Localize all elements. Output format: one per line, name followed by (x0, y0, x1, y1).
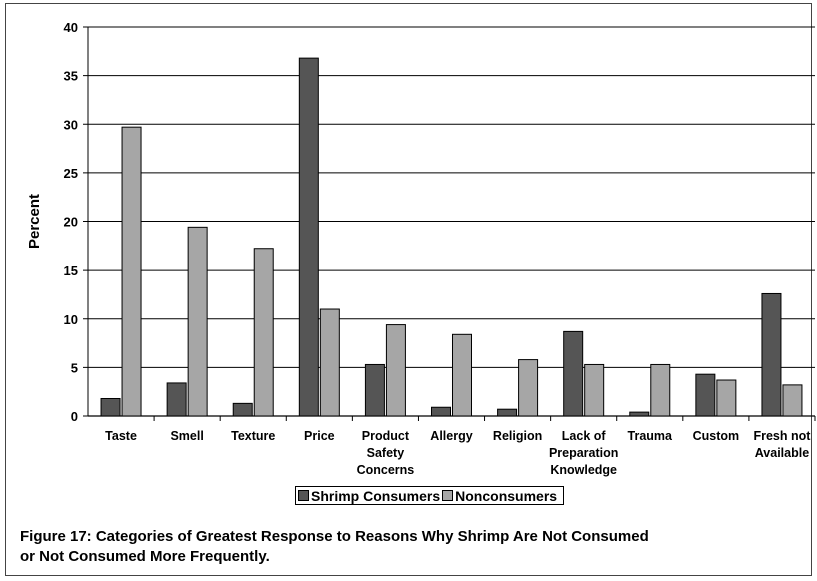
bar-shrimp-consumers-2 (232, 402, 253, 417)
legend-label-shrimp-consumers: Shrimp Consumers (311, 487, 441, 504)
bar-nonconsumers-5 (452, 333, 472, 417)
bar-nonconsumers-9 (716, 379, 737, 417)
x-tick-label-5: Allergy (430, 429, 472, 443)
x-tick-label-2: Texture (231, 429, 275, 443)
y-tick-label-10: 10 (64, 312, 78, 327)
x-tick-label-line: Smell (170, 429, 203, 443)
bar-nonconsumers-4 (385, 324, 406, 417)
bar-shrimp-consumers-6 (497, 408, 518, 417)
caption-line-2: or Not Consumed More Frequently. (20, 548, 270, 565)
bar-nonconsumers-7 (584, 363, 605, 417)
bar-shrimp-consumers-5 (431, 406, 451, 417)
x-tick-label-line: Knowledge (550, 463, 617, 477)
x-tick-label-line: Taste (105, 429, 137, 443)
y-tick-label-15: 15 (64, 263, 78, 278)
x-tick-label-line: Concerns (357, 463, 415, 477)
x-tick-label-line: Custom (693, 429, 740, 443)
y-axis-title: Percent (26, 194, 43, 249)
y-tick-label-5: 5 (71, 360, 78, 375)
y-tick-label-40: 40 (64, 20, 78, 35)
y-tick-label-20: 20 (64, 215, 78, 230)
bar-chart: 0 5 10 15 20 25 30 35 40 Percent Taste Smell Texture… (26, 20, 816, 477)
x-tick-label-line: Fresh not (753, 429, 811, 443)
x-tick-label-1: Smell (170, 429, 203, 443)
y-tick-label-0: 0 (71, 409, 78, 424)
bar-nonconsumers-0 (121, 126, 142, 417)
legend-swatch-nonconsumers (442, 490, 454, 501)
bar-nonconsumers-2 (253, 248, 274, 417)
x-tick-label-9: Custom (693, 429, 740, 443)
y-tick-label-30: 30 (64, 117, 78, 132)
y-tick-label-35: 35 (64, 69, 78, 84)
bar-shrimp-consumers-8 (629, 411, 650, 417)
x-tick-label-10: Fresh not Available (753, 429, 811, 460)
x-tick-label-line: Allergy (430, 429, 472, 443)
bar-shrimp-consumers-9 (695, 373, 716, 417)
bar-nonconsumers-3 (319, 308, 340, 417)
figure-caption: Figure 17: Categories of Greatest Respon… (20, 527, 810, 567)
legend-swatch-shrimp-consumers (298, 490, 309, 501)
x-tick-label-4: Product Safety Concerns (357, 429, 415, 477)
bar-shrimp-consumers-1 (166, 382, 187, 417)
bar-shrimp-consumers-4 (364, 363, 385, 417)
y-tick-label-25: 25 (64, 166, 78, 181)
x-tick-label-8: Trauma (628, 429, 674, 443)
x-tick-label-3: Price (304, 429, 335, 443)
x-tick-label-line: Texture (231, 429, 275, 443)
legend: Shrimp Consumers Nonconsumers (295, 486, 565, 505)
x-tick-label-0: Taste (105, 429, 137, 443)
bar-nonconsumers-10 (782, 384, 803, 417)
legend-item-shrimp-consumers: Shrimp Consumers (298, 488, 440, 504)
x-tick-label-6: Religion (493, 429, 542, 443)
bar-nonconsumers-6 (518, 359, 539, 417)
bar-shrimp-consumers-7 (563, 330, 584, 417)
bar-shrimp-consumers-10 (761, 292, 782, 417)
x-tick-label-line: Religion (493, 429, 542, 443)
x-tick-label-line: Preparation (549, 446, 618, 460)
bar-nonconsumers-8 (650, 363, 671, 417)
legend-item-nonconsumers: Nonconsumers (442, 488, 557, 504)
legend-label-nonconsumers: Nonconsumers (455, 487, 558, 504)
bar-shrimp-consumers-3 (298, 57, 319, 417)
x-tick-label-line: Price (304, 429, 335, 443)
x-tick-label-line: Available (755, 446, 809, 460)
x-tick-label-line: Safety (367, 446, 405, 460)
bar-shrimp-consumers-0 (100, 397, 121, 417)
caption-line-1: Figure 17: Categories of Greatest Respon… (20, 528, 649, 545)
x-tick-label-line: Trauma (628, 429, 674, 443)
x-tick-label-7: Lack of Preparation Knowledge (549, 429, 618, 477)
x-tick-label-line: Lack of (562, 429, 607, 443)
bar-nonconsumers-1 (187, 226, 208, 417)
x-tick-label-line: Product (362, 429, 410, 443)
